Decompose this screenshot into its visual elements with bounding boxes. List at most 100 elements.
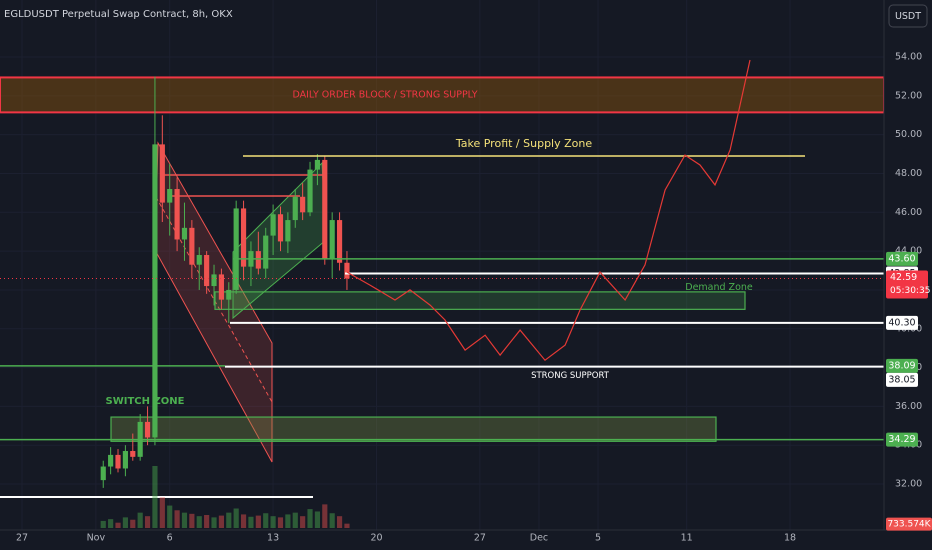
candle-body [270,214,276,236]
volume-bar [344,523,350,528]
volume-bar [100,520,106,528]
price-tag-label: 43.60 [888,253,915,264]
candle-body [159,144,165,203]
volume-bar [322,504,328,528]
x-tick-label: 13 [267,533,279,544]
volume-bar [226,512,232,528]
y-tick-label: 32.00 [895,479,922,490]
channel-midline [155,196,273,403]
support-label: STRONG SUPPORT [531,371,610,381]
countdown: 05:30:35 [890,286,930,296]
candle-body [314,159,320,170]
price-tag-label: 38.09 [888,360,915,371]
chart-title: EGLDUSDT Perpetual Swap Contract, 8h, OK… [4,9,233,20]
zone [110,416,717,442]
volume-bar [300,516,306,528]
zone-label: Demand Zone [685,282,753,293]
candle-body [130,451,136,457]
price-tag-label: 40.30 [888,317,915,328]
candle-body [277,214,284,242]
y-tick-label: 36.00 [895,401,922,412]
candle-body [344,262,350,279]
volume-tag-label: 733.574K [887,520,931,530]
zones: DAILY ORDER BLOCK / STRONG SUPPLY Demand … [0,76,885,442]
volume-bar [174,510,180,528]
candle-body [196,255,202,265]
volume-bar [108,519,114,528]
volume-bar [255,515,261,528]
candle-body [108,454,114,467]
candle-body [100,466,106,481]
zone [0,76,885,114]
x-tick-label: Dec [530,533,548,544]
x-tick-label: 5 [595,533,601,544]
candle-body [211,274,217,287]
price-tag [886,251,918,266]
volume-bar [167,505,173,528]
y-tick-label: 54.00 [895,52,922,63]
price-tag [886,358,918,373]
x-tick-label: 27 [16,533,28,544]
take-profit-label: Take Profit / Supply Zone [455,137,592,150]
volume-tag [886,517,932,531]
y-tick-label: 46.00 [895,207,922,218]
candle-body [255,251,261,269]
currency-button-label[interactable]: USDT [895,11,921,22]
candle-body [336,220,343,263]
price-tag-label: 38.05 [888,374,915,385]
x-tick-label: 6 [167,533,173,544]
volume-bar [270,516,276,528]
candle-body [115,454,121,469]
candle-body [218,274,224,300]
candle-body [152,144,158,438]
zone [214,291,746,310]
current-price-tag [886,270,928,299]
candle-body [144,421,151,438]
x-tick-label: Nov [87,533,106,544]
candle-body [322,159,328,259]
volume-bar [211,517,217,528]
zone-label: DAILY ORDER BLOCK / STRONG SUPPLY [292,89,477,100]
price-tag [886,315,918,330]
candle-body [329,220,335,259]
volume-bar [285,514,291,528]
volume-bar [122,517,128,528]
y-tick-label: 48.00 [895,168,922,179]
x-tick-label: 18 [784,533,796,544]
volume-bar [329,513,335,528]
volume-bar [137,512,143,528]
volume-bar [336,516,343,528]
volume-bar [144,516,151,528]
zone-label: SWITCH ZONE [106,396,185,407]
volume-bar [240,514,247,528]
currency-button[interactable] [888,4,928,28]
volume-bar [292,512,298,528]
volume-bar [196,516,202,528]
projection-path [346,59,751,362]
candle-body [307,169,313,213]
candle-body [233,208,239,290]
candle-body [292,196,298,221]
axes: 32.0034.0036.0038.0040.0042.0044.0046.00… [16,52,932,544]
candle-body [189,227,195,265]
volume-bar [181,512,188,528]
volume-bar [233,508,239,528]
volume-bar [218,515,224,528]
candle-body [263,235,269,269]
candles [100,76,350,488]
candle-body [226,289,232,300]
y-tick-label: 50.00 [895,129,922,140]
y-tick-label: 52.00 [895,90,922,101]
price-tag [886,432,918,447]
x-tick-label: 27 [474,533,486,544]
overlay: Take Profit / Supply Zone STRONG SUPPORT [0,59,884,441]
volume-bar [277,517,284,528]
price-tag [886,372,918,387]
volume-bar [130,519,136,528]
volume-bar [152,466,158,528]
volume-bar [307,509,313,528]
current-price-label: 42.59 [890,272,917,283]
candle-body [204,255,210,287]
